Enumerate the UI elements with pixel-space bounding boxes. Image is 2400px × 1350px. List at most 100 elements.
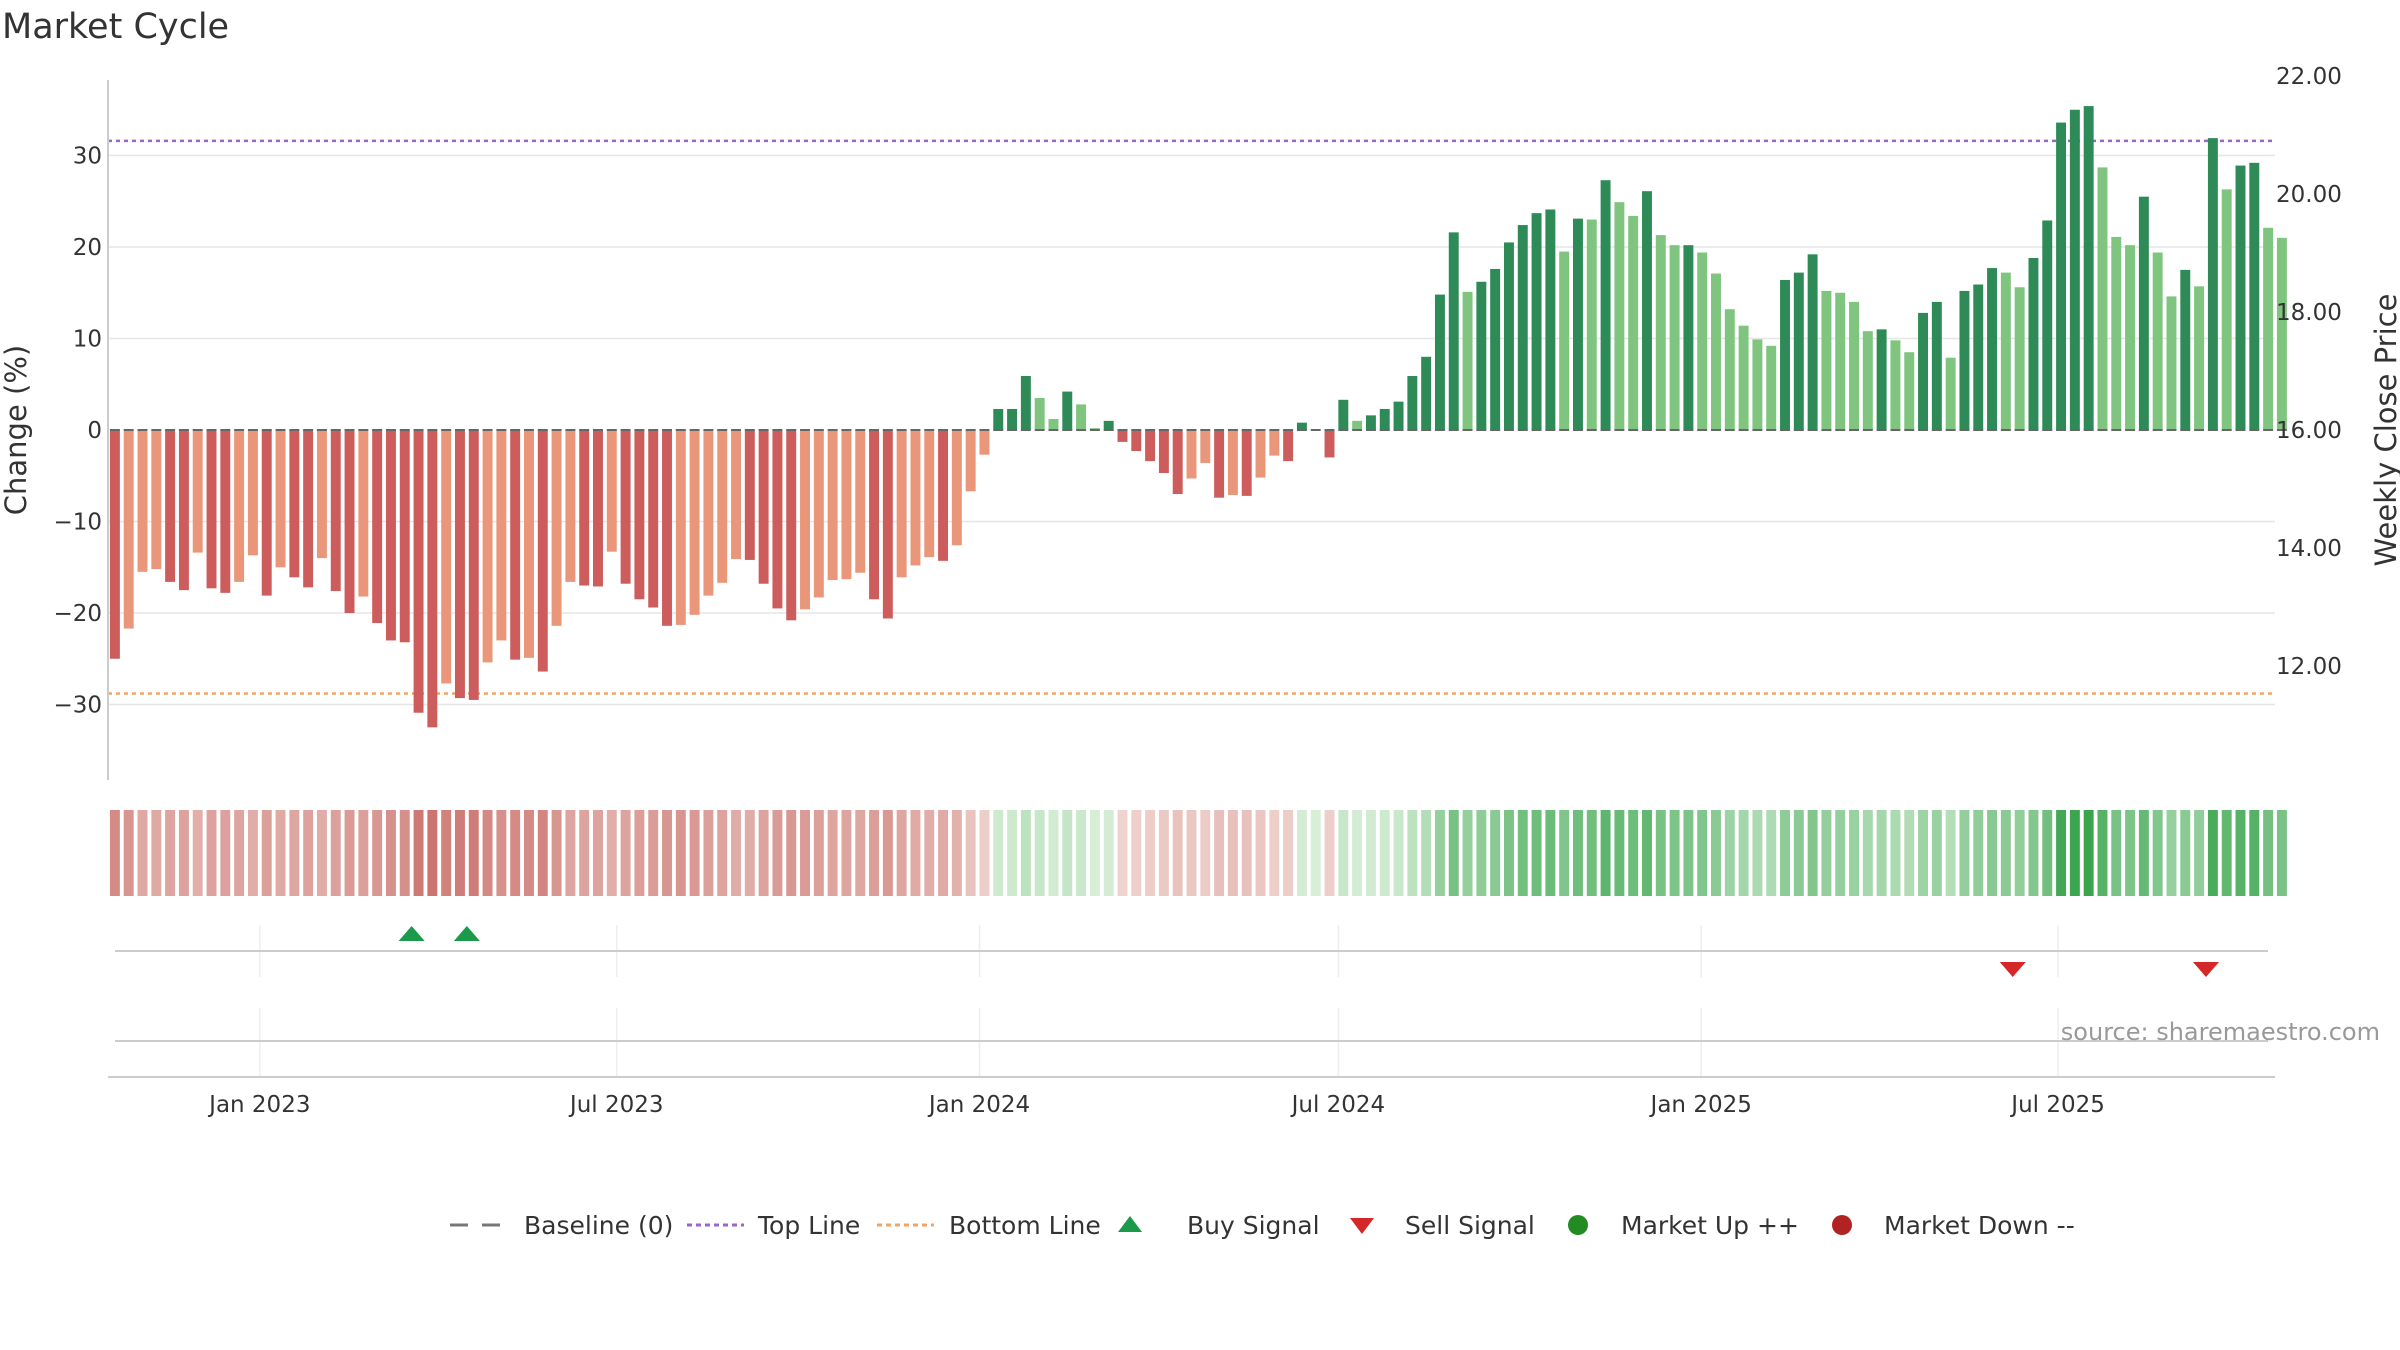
legend-swatch <box>1568 1215 1588 1235</box>
heat-cell <box>454 810 465 896</box>
heat-cell <box>427 810 438 896</box>
heat-cell <box>1227 810 1238 896</box>
legend-swatch <box>1832 1215 1852 1235</box>
bar <box>717 430 728 583</box>
heat-cell <box>1945 810 1956 896</box>
bar <box>579 430 590 586</box>
bar <box>1283 430 1294 462</box>
bar <box>951 430 962 546</box>
bar <box>220 430 231 593</box>
y-tick-label: −30 <box>53 693 102 719</box>
bar <box>869 430 880 600</box>
heat-cell <box>2166 810 2177 896</box>
heat-cell <box>855 810 866 896</box>
heat-cell <box>1186 810 1197 896</box>
bar <box>1835 292 1846 430</box>
heat-cell <box>137 810 148 896</box>
heat-cell <box>1918 810 1929 896</box>
bar <box>510 430 521 660</box>
y-tick-label: 30 <box>73 144 102 170</box>
bar <box>109 430 120 659</box>
heat-cell <box>344 810 355 896</box>
heat-cell <box>565 810 576 896</box>
bar <box>1076 404 1087 430</box>
bar <box>247 430 258 556</box>
bar <box>1324 430 1335 458</box>
bar <box>2138 196 2149 430</box>
heat-cell <box>1117 810 1128 896</box>
heat-cell <box>1379 810 1390 896</box>
bar <box>1586 219 1597 430</box>
heat-cell <box>1697 810 1708 896</box>
bar <box>1600 180 1611 430</box>
heat-cell <box>731 810 741 896</box>
heat-cell <box>717 810 728 896</box>
bar <box>2083 106 2094 430</box>
heat-cell <box>2180 810 2191 896</box>
heat-cell <box>689 810 700 896</box>
heat-cell <box>606 810 617 896</box>
heat-cell <box>413 810 424 896</box>
bar <box>1738 325 1749 430</box>
bar <box>2056 122 2067 430</box>
legend-label: Baseline (0) <box>524 1211 673 1240</box>
heat-cell <box>289 810 300 896</box>
heat-cell <box>1821 810 1832 896</box>
heat-cell <box>551 810 562 896</box>
bar <box>2014 287 2025 430</box>
bar <box>1545 209 1556 430</box>
bar <box>1793 272 1804 430</box>
x-tick-label: Jul 2025 <box>2009 1092 2105 1118</box>
heat-cell <box>2207 810 2218 896</box>
bar <box>1890 340 1901 430</box>
x-tick-label: Jan 2025 <box>1649 1092 1752 1118</box>
axes: 30 20 10 0 −10 −20 −30 22.00 20.00 18.00 16.00 14.0… <box>0 64 2400 780</box>
buy-signal-marker <box>453 926 480 941</box>
bar <box>1490 268 1501 430</box>
heat-cell <box>1600 810 1611 896</box>
heat-cell <box>951 810 962 896</box>
heat-cell <box>441 810 452 896</box>
heat-cell <box>1310 810 1321 896</box>
bar <box>800 430 810 610</box>
heat-cell <box>206 810 217 896</box>
heat-cell <box>1296 810 1307 896</box>
heat-cell <box>758 810 769 896</box>
heat-cell <box>1503 810 1514 896</box>
heat-cell <box>2069 810 2080 896</box>
heat-cell <box>524 810 534 896</box>
heat-cell <box>275 810 286 896</box>
heat-cell <box>662 810 672 896</box>
bar <box>1476 281 1487 430</box>
heat-cell <box>896 810 907 896</box>
y-tick-label: −20 <box>53 601 102 627</box>
heat-cell <box>1434 810 1445 896</box>
lower-panel: Jan 2023 Jul 2023 Jan 2024 Jul 2024 Jan 2025… <box>108 1008 2275 1118</box>
bar <box>427 430 438 728</box>
bar <box>1421 356 1432 430</box>
bar <box>1503 242 1514 430</box>
heat-cell <box>1407 810 1418 896</box>
bar <box>151 430 162 570</box>
bar <box>1227 430 1238 495</box>
legend-label: Market Up ++ <box>1621 1211 1799 1240</box>
heat-cell <box>675 810 686 896</box>
heat-cell <box>510 810 521 896</box>
bar <box>703 430 714 596</box>
legend-label: Sell Signal <box>1405 1211 1535 1240</box>
bar <box>731 430 741 560</box>
heat-cell <box>938 810 949 896</box>
heat-cell <box>1849 810 1859 896</box>
heat-cell <box>910 810 921 896</box>
bar <box>1807 254 1818 430</box>
bar <box>1048 419 1059 430</box>
bar <box>827 430 838 581</box>
heat-cell <box>247 810 258 896</box>
bar <box>2249 162 2260 430</box>
heat-cell <box>2276 810 2287 896</box>
heat-cell <box>151 810 162 896</box>
heat-cell <box>1559 810 1570 896</box>
bar <box>372 430 383 624</box>
heat-cell <box>2194 810 2205 896</box>
bar <box>1172 430 1183 495</box>
